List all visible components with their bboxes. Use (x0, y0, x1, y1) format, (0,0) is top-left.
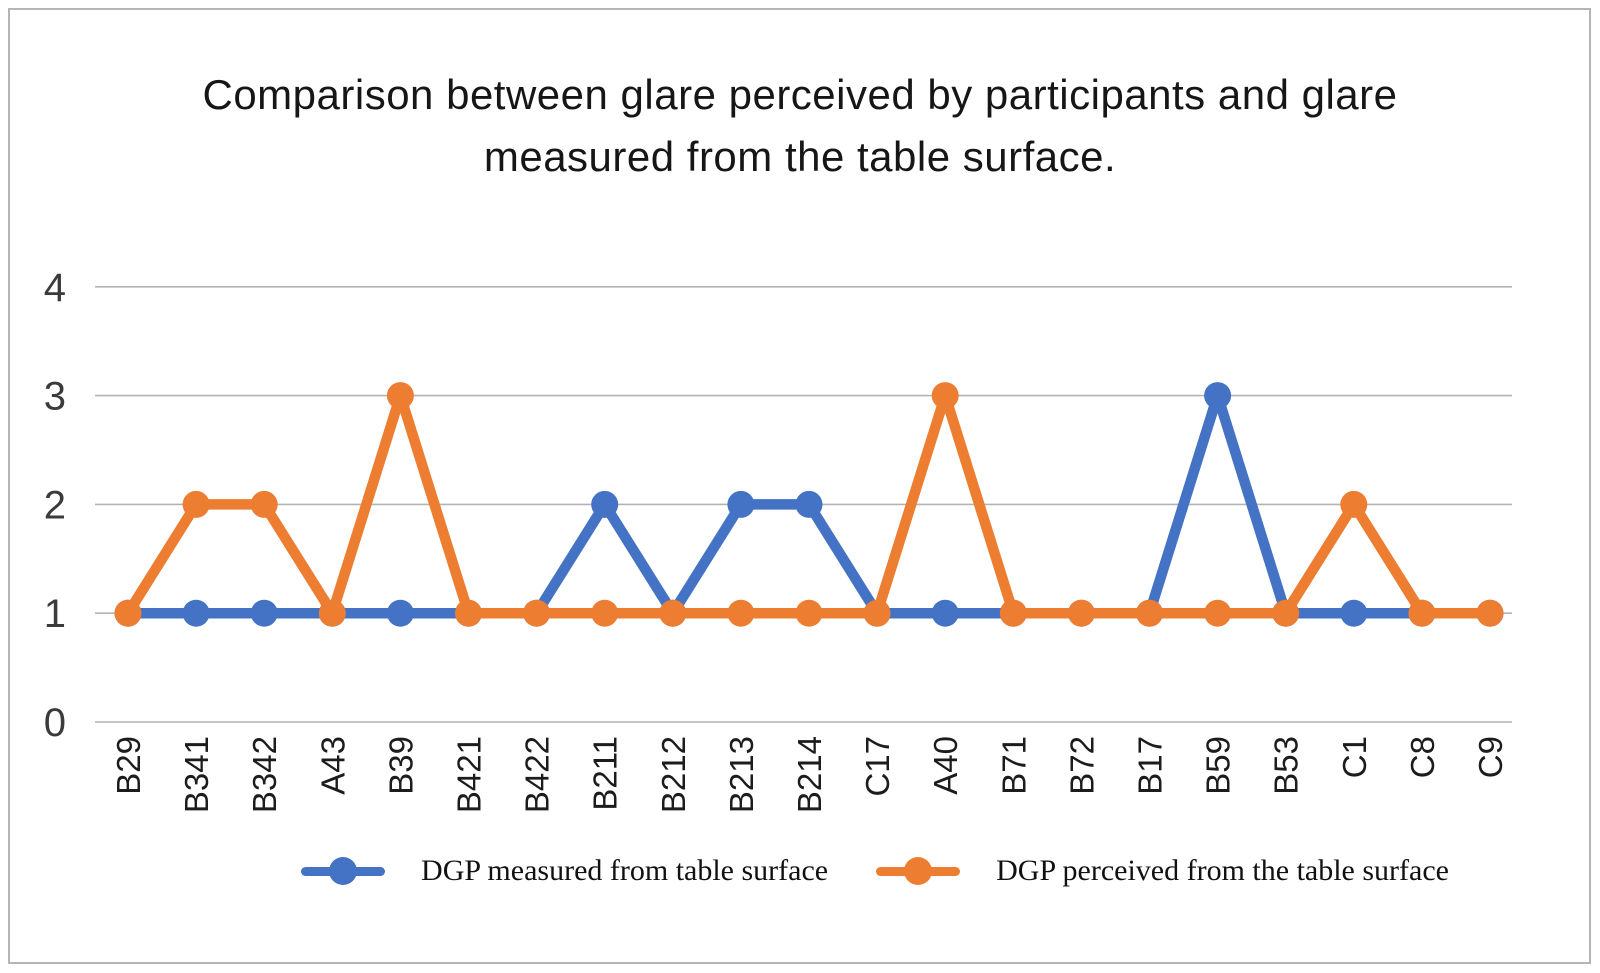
x-tick-label: B211 (587, 736, 624, 811)
data-point (250, 490, 278, 518)
data-point (795, 490, 823, 518)
x-tick-label: B341 (178, 736, 215, 813)
chart-legend: DGP measured from table surface DGP perc… (150, 854, 1600, 888)
legend-marker-blue-line-dot-icon (301, 857, 386, 885)
data-point (114, 599, 142, 627)
data-point (727, 599, 755, 627)
data-point (386, 599, 414, 627)
data-point (591, 490, 619, 518)
data-point (1408, 599, 1436, 627)
x-tick-label: C9 (1472, 736, 1509, 778)
data-point (795, 599, 823, 627)
data-point (1067, 599, 1095, 627)
y-tick-label: 2 (44, 483, 66, 527)
chart-title: Comparison between glare perceived by pa… (202, 71, 1398, 181)
data-point (1204, 382, 1232, 410)
data-point (659, 599, 687, 627)
x-tick-label: B342 (246, 736, 283, 813)
data-point (931, 599, 959, 627)
data-point (1340, 490, 1368, 518)
data-point (455, 599, 482, 627)
data-point (591, 599, 619, 627)
data-point (1136, 599, 1163, 627)
x-tick-label: C1 (1336, 736, 1373, 778)
x-tick-label: B29 (110, 736, 147, 795)
legend-label-perceived: DGP perceived from the table surface (996, 854, 1449, 887)
data-point (1476, 599, 1504, 627)
x-tick-label: B39 (382, 736, 419, 795)
x-tick-label: B53 (1268, 736, 1305, 795)
x-tick-label: A40 (927, 736, 964, 795)
x-tick-label: B421 (451, 736, 488, 813)
y-tick-label: 1 (44, 592, 66, 636)
legend-item-perceived: DGP perceived from the table surface (876, 854, 1449, 888)
legend-label-measured: DGP measured from table surface (421, 854, 829, 887)
x-tick-label: B17 (1132, 736, 1169, 795)
x-tick-label: B422 (519, 736, 556, 813)
x-tick-label: B59 (1200, 736, 1237, 795)
data-point (999, 599, 1027, 627)
data-point (931, 382, 959, 410)
x-tick-label: C17 (859, 736, 896, 797)
x-tick-label: A43 (314, 736, 351, 795)
x-tick-label: B213 (723, 736, 760, 813)
data-point (1204, 599, 1232, 627)
x-tick-label: B72 (1063, 736, 1100, 795)
data-point (863, 599, 891, 627)
data-point (1340, 599, 1368, 627)
x-tick-label: B71 (995, 736, 1032, 795)
data-point (523, 599, 551, 627)
data-point (182, 490, 210, 518)
legend-marker-orange-line-dot-icon (876, 857, 961, 885)
legend-item-measured: DGP measured from table surface (301, 854, 828, 888)
data-point (250, 599, 278, 627)
x-tick-label: C8 (1404, 736, 1441, 778)
data-point (318, 599, 346, 627)
x-tick-label: B214 (791, 736, 828, 813)
data-point (182, 599, 210, 627)
data-point (1272, 599, 1300, 627)
y-tick-label: 3 (44, 375, 66, 419)
y-tick-label: 0 (44, 701, 66, 745)
x-tick-label: B212 (655, 736, 692, 813)
data-point (727, 490, 755, 518)
data-point (386, 382, 414, 410)
y-tick-label: 4 (44, 266, 66, 310)
